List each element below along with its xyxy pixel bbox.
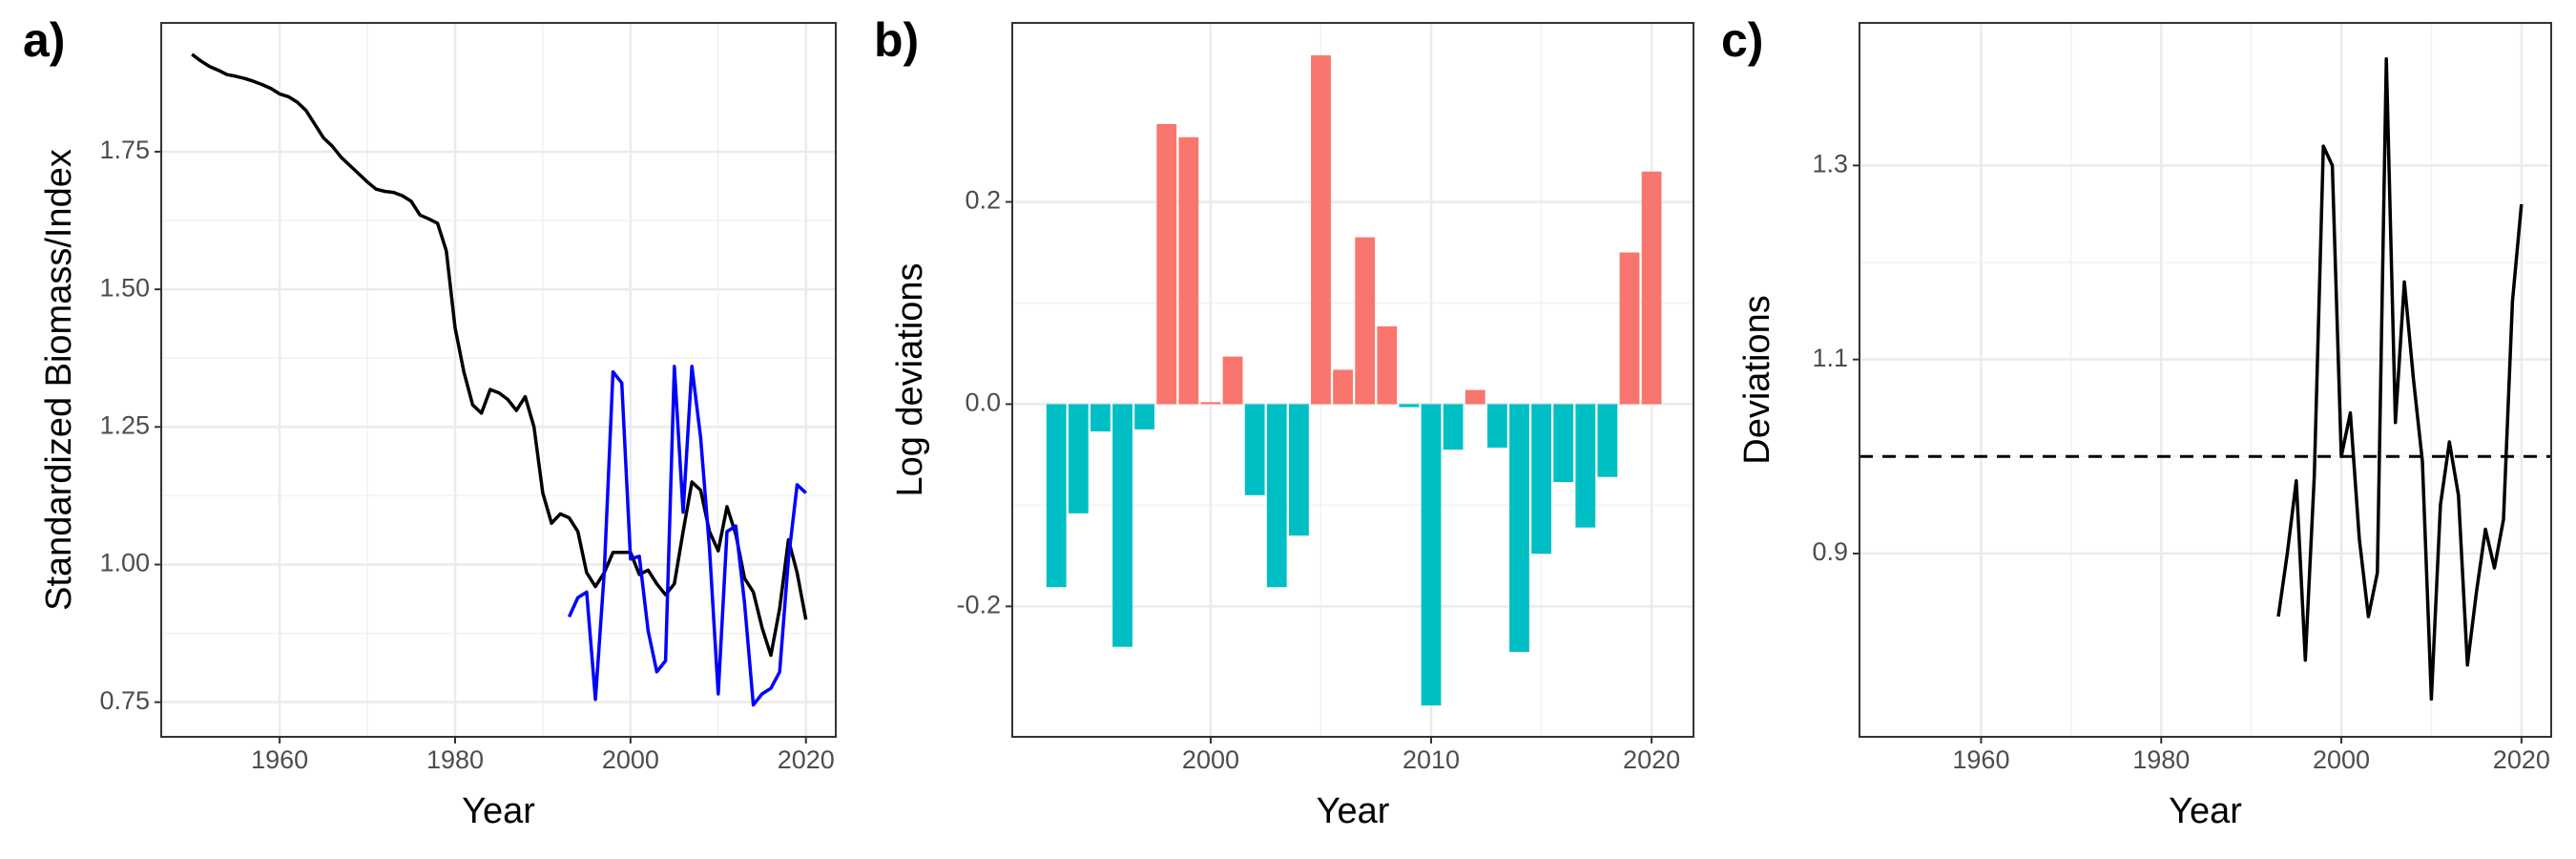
bar xyxy=(1486,404,1507,448)
bar xyxy=(1311,54,1331,405)
bar xyxy=(1333,369,1353,405)
plot-background xyxy=(1859,23,2551,737)
x-tick-label: 1980 xyxy=(2132,745,2190,774)
y-tick-label: 1.3 xyxy=(1812,150,1848,178)
y-tick-label: -0.2 xyxy=(956,590,1001,618)
y-tick-label: 1.00 xyxy=(99,549,150,577)
bar xyxy=(1465,389,1485,405)
bar xyxy=(1619,252,1640,405)
y-tick-label: 0.2 xyxy=(965,186,1001,215)
bar xyxy=(1178,136,1199,405)
bar xyxy=(1553,404,1574,483)
x-tick-label: 2000 xyxy=(2313,745,2370,774)
x-axis-title: Year xyxy=(1317,791,1390,831)
y-axis-title: Log deviations xyxy=(890,262,930,496)
x-tick-label: 1960 xyxy=(251,745,308,774)
x-tick-label: 1980 xyxy=(426,745,484,774)
x-tick-label: 2020 xyxy=(1623,745,1680,774)
x-tick-label: 2010 xyxy=(1402,745,1460,774)
bar xyxy=(1377,325,1398,405)
panel-label: a) xyxy=(23,13,65,67)
y-tick-label: 0.9 xyxy=(1812,537,1848,566)
y-tick-label: 0.0 xyxy=(965,388,1001,417)
panel-label: b) xyxy=(874,13,919,67)
bar xyxy=(1399,404,1420,408)
bar xyxy=(1443,404,1464,450)
plot-background xyxy=(161,23,836,737)
bar xyxy=(1200,402,1221,405)
bar xyxy=(1355,237,1376,405)
bar xyxy=(1288,404,1309,536)
bar xyxy=(1091,404,1111,432)
series-line xyxy=(567,365,807,707)
y-axis-title: Standardized Biomass/Index xyxy=(39,149,79,611)
bar xyxy=(1244,404,1265,495)
x-tick-label: 2020 xyxy=(2493,745,2550,774)
y-tick-label: 1.25 xyxy=(99,410,150,439)
y-tick-label: 1.50 xyxy=(99,273,150,302)
bar xyxy=(1046,404,1067,588)
bar xyxy=(1068,404,1089,513)
bar xyxy=(1531,404,1551,555)
bar xyxy=(1597,404,1618,477)
bar xyxy=(1575,404,1596,528)
x-axis-title: Year xyxy=(2169,791,2242,831)
series-line xyxy=(2276,56,2524,702)
bar xyxy=(1509,404,1529,653)
bar xyxy=(1641,171,1662,405)
x-tick-label: 2000 xyxy=(602,745,659,774)
bar xyxy=(1112,404,1132,647)
series-line xyxy=(191,52,808,658)
x-tick-label: 2020 xyxy=(778,745,835,774)
y-tick-label: 1.1 xyxy=(1812,344,1848,372)
bar xyxy=(1222,356,1243,405)
plot-border xyxy=(1859,22,2552,738)
plot-border xyxy=(1011,22,1694,738)
bar xyxy=(1421,404,1442,706)
bar xyxy=(1156,123,1177,405)
plot-border xyxy=(160,22,837,738)
y-axis-title: Deviations xyxy=(1737,295,1777,464)
bar xyxy=(1134,404,1155,430)
bar xyxy=(1266,404,1287,588)
y-tick-label: 1.75 xyxy=(99,136,150,164)
x-axis-title: Year xyxy=(462,791,535,831)
x-tick-label: 1960 xyxy=(1952,745,2009,774)
panel-label: c) xyxy=(1721,13,1763,67)
y-tick-label: 0.75 xyxy=(99,686,150,715)
x-tick-label: 2000 xyxy=(1182,745,1239,774)
